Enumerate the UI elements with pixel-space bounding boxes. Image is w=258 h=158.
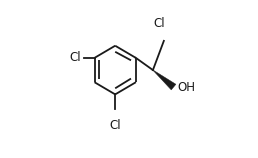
Text: Cl: Cl: [153, 17, 165, 30]
Text: Cl: Cl: [109, 119, 121, 132]
Polygon shape: [153, 70, 176, 90]
Text: Cl: Cl: [69, 51, 81, 64]
Text: OH: OH: [177, 81, 195, 94]
